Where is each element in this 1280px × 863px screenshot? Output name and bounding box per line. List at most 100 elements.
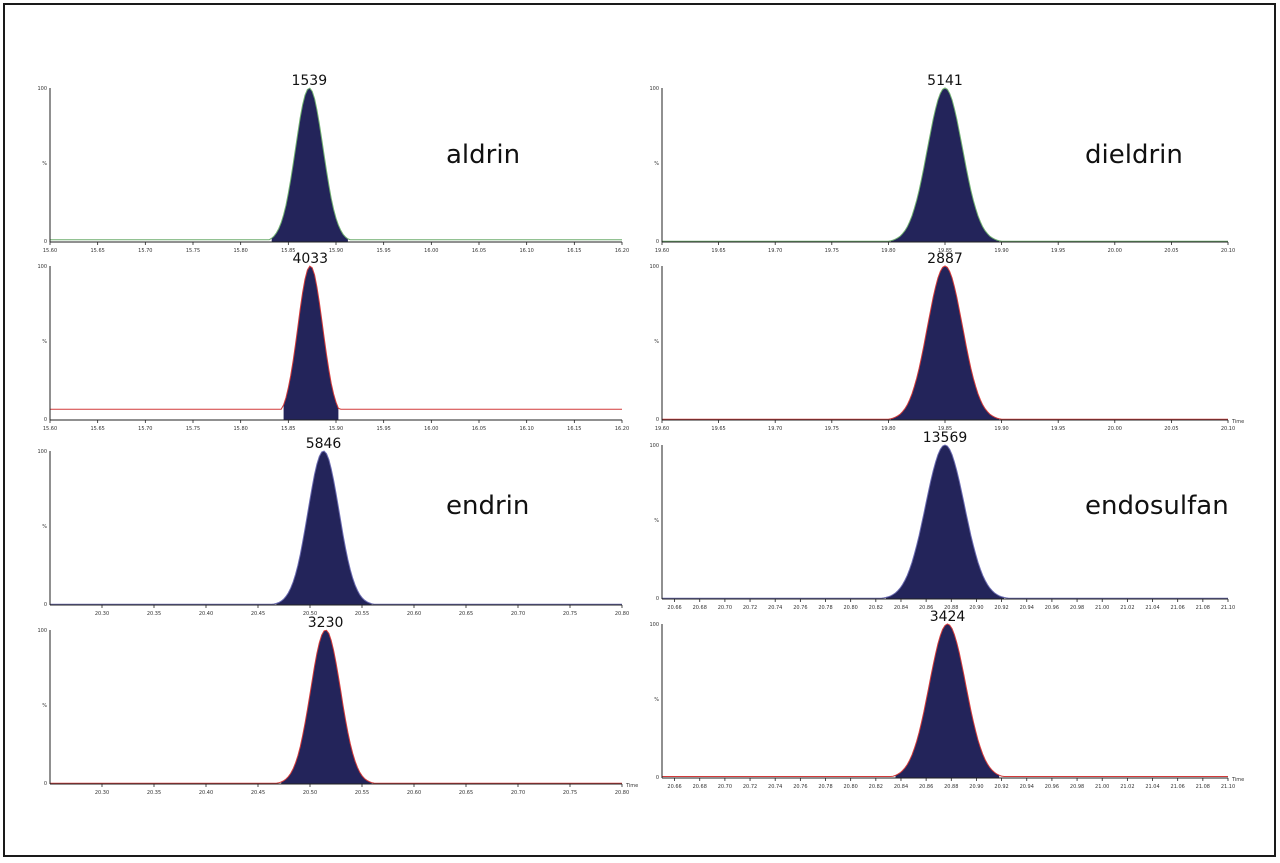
x-tick-label: 20.75 xyxy=(563,611,577,617)
x-tick-label: 16.20 xyxy=(615,248,629,254)
figure-frame xyxy=(3,3,1276,857)
x-tick-label: 19.80 xyxy=(881,426,895,432)
trace-line xyxy=(50,450,622,605)
chromatogram-panel: 100% 0 20.66 20.68 20.70 20.72 20.74 20.76 20.78… xyxy=(649,609,1244,790)
compound-name: aldrin xyxy=(446,140,520,170)
x-tick-label: 20.96 xyxy=(1045,784,1059,790)
y-tick-label: % xyxy=(42,339,47,345)
y-tick-label: % xyxy=(654,161,659,167)
x-tick-label: 19.60 xyxy=(655,248,669,254)
peak-area xyxy=(886,445,1004,599)
x-tick-label: 20.60 xyxy=(407,611,421,617)
chromatogram-panel: 100% 0 15.60 15.65 15.70 15.75 15.80 15.85 15.90… xyxy=(37,251,629,432)
x-tick-label: 20.74 xyxy=(768,605,782,611)
peak-label: 13569 xyxy=(923,430,968,446)
x-tick-label: 20.94 xyxy=(1020,784,1034,790)
x-tick-label: 20.30 xyxy=(95,790,109,796)
x-tick-label: 20.70 xyxy=(718,605,732,611)
x-tick-label: 19.70 xyxy=(768,426,782,432)
trace-line xyxy=(662,444,1228,599)
x-tick-label: 19.65 xyxy=(711,426,725,432)
x-tick-label: 15.85 xyxy=(281,248,295,254)
x-tick-label: 20.00 xyxy=(1108,248,1122,254)
x-tick-label: 20.50 xyxy=(303,790,317,796)
y-tick-label: 0 xyxy=(656,239,659,245)
x-tick-label: 20.55 xyxy=(355,611,369,617)
y-tick-label: % xyxy=(654,697,659,703)
x-tick-label: 15.75 xyxy=(186,426,200,432)
x-tick-label: 16.10 xyxy=(520,248,534,254)
x-tick-label: 15.70 xyxy=(138,426,152,432)
trace-line xyxy=(662,87,1228,242)
x-tick-label: 20.78 xyxy=(818,605,832,611)
chromatogram-panel: 100% 0 19.60 19.65 19.70 19.75 19.80 19.85 19.90… xyxy=(649,73,1235,254)
x-tick-label: 15.95 xyxy=(377,248,391,254)
x-tick-label: 21.02 xyxy=(1120,784,1134,790)
y-tick-label: 0 xyxy=(656,775,659,781)
x-tick-label: 20.75 xyxy=(563,790,577,796)
x-tick-label: 21.08 xyxy=(1196,605,1210,611)
x-tick-label: 19.90 xyxy=(994,426,1008,432)
x-tick-label: 20.74 xyxy=(768,784,782,790)
peak-label: 2887 xyxy=(927,251,963,267)
x-tick-label: 19.75 xyxy=(825,426,839,432)
x-tick-label: 20.65 xyxy=(459,611,473,617)
x-tick-label: 15.65 xyxy=(91,248,105,254)
x-tick-label: 20.40 xyxy=(199,790,213,796)
x-tick-label: 21.06 xyxy=(1171,605,1185,611)
y-tick-label: 100 xyxy=(37,86,47,92)
time-axis-label: Time xyxy=(1231,777,1244,783)
x-tick-label: 21.10 xyxy=(1221,605,1235,611)
x-tick-label: 20.45 xyxy=(251,611,265,617)
x-tick-label: 20.00 xyxy=(1108,426,1122,432)
x-tick-label: 15.60 xyxy=(43,248,57,254)
peak-area xyxy=(271,88,348,242)
x-tick-label: 20.80 xyxy=(844,605,858,611)
x-tick-label: 20.60 xyxy=(407,790,421,796)
y-tick-label: % xyxy=(654,518,659,524)
x-tick-label: 20.10 xyxy=(1221,248,1235,254)
x-tick-label: 16.10 xyxy=(520,426,534,432)
x-tick-label: 20.76 xyxy=(793,784,807,790)
x-tick-label: 15.65 xyxy=(91,426,105,432)
y-tick-label: 0 xyxy=(44,781,47,787)
x-tick-label: 20.05 xyxy=(1164,248,1178,254)
x-tick-label: 20.82 xyxy=(869,784,883,790)
trace-line xyxy=(662,623,1228,777)
time-axis-label: Time xyxy=(1231,419,1244,425)
x-tick-label: 20.90 xyxy=(969,605,983,611)
x-tick-label: 15.60 xyxy=(43,426,57,432)
trace-line xyxy=(50,87,622,241)
x-tick-label: 16.20 xyxy=(615,426,629,432)
x-tick-label: 20.65 xyxy=(459,790,473,796)
peak-label: 5141 xyxy=(927,73,963,89)
y-tick-label: 0 xyxy=(44,417,47,423)
peak-area xyxy=(895,624,1000,778)
trace-line xyxy=(50,265,622,410)
x-tick-label: 19.65 xyxy=(711,248,725,254)
y-tick-label: % xyxy=(654,339,659,345)
x-tick-label: 15.80 xyxy=(234,426,248,432)
peak-area xyxy=(281,630,372,784)
x-tick-label: 20.98 xyxy=(1070,784,1084,790)
x-tick-label: 21.04 xyxy=(1145,784,1159,790)
x-tick-label: 20.35 xyxy=(147,611,161,617)
x-tick-label: 20.45 xyxy=(251,790,265,796)
x-tick-label: 19.60 xyxy=(655,426,669,432)
time-axis-label: Time xyxy=(625,783,638,789)
x-tick-label: 19.85 xyxy=(938,248,952,254)
trace-line xyxy=(50,629,622,784)
chromatogram-panel: 100% 0 15.60 15.65 15.70 15.75 15.80 15.85 15.90… xyxy=(37,73,629,254)
x-tick-label: 20.94 xyxy=(1020,605,1034,611)
x-tick-label: 15.85 xyxy=(281,426,295,432)
x-tick-label: 20.72 xyxy=(743,605,757,611)
y-tick-label: 0 xyxy=(656,417,659,423)
x-tick-label: 21.04 xyxy=(1145,605,1159,611)
x-tick-label: 20.10 xyxy=(1221,426,1235,432)
x-tick-label: 20.80 xyxy=(844,784,858,790)
x-tick-label: 16.15 xyxy=(567,248,581,254)
x-tick-label: 21.00 xyxy=(1095,784,1109,790)
x-tick-label: 20.78 xyxy=(818,784,832,790)
y-tick-label: 100 xyxy=(37,449,47,455)
